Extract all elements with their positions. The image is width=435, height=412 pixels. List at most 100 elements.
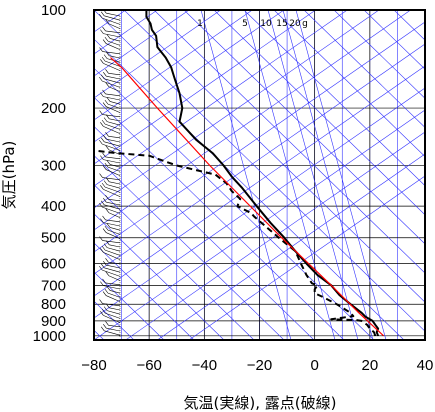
wind-barb [103, 285, 121, 290]
dry-adiabat-line [213, 10, 425, 216]
x-tick-label: 0 [310, 357, 318, 374]
dry-adiabat-line [94, 155, 285, 340]
wind-barb [103, 33, 121, 38]
wind-barb-flag [101, 56, 106, 62]
wind-barb-flag [104, 288, 109, 294]
wind-barb [102, 206, 121, 214]
moist-adiabat-line [156, 153, 425, 340]
x-tick-label: −60 [136, 357, 161, 374]
wind-barb [103, 252, 121, 260]
wind-barb-flag [103, 306, 108, 311]
wind-barb-flag [99, 173, 103, 178]
wind-barb [102, 143, 121, 151]
wind-barb [102, 240, 121, 244]
dry-adiabat-line [94, 126, 315, 340]
wind-barb [108, 275, 121, 281]
wind-barb [109, 164, 121, 168]
wind-barb [103, 63, 121, 71]
wind-barb-flag [106, 223, 111, 228]
wind-barb [109, 101, 121, 105]
mixing-ratio-line [282, 10, 374, 340]
wind-barb [109, 55, 121, 59]
wind-barb [105, 186, 121, 193]
mixing-ratio-labels: 1 5 10 15 20 g [197, 19, 308, 29]
wind-barb [105, 93, 121, 97]
wind-barb-flag [102, 165, 107, 170]
wind-barb [107, 310, 121, 315]
dry-adiabat-line [94, 213, 225, 340]
moist-adiabat-line [94, 10, 412, 231]
wind-barb [106, 75, 121, 80]
wind-barb [109, 38, 121, 42]
wind-barb-flag [100, 185, 104, 190]
mixing-ratio-line [267, 10, 359, 340]
wind-barb [104, 141, 121, 147]
dry-adiabat-line [303, 10, 425, 128]
parcel-series [110, 57, 385, 337]
wind-barb-flag [104, 36, 109, 42]
wind-barb-flag [103, 180, 108, 185]
wind-barb-flag [105, 19, 110, 24]
wind-barb [109, 307, 121, 311]
wind-barb-flag [102, 89, 106, 95]
wind-barb-flag [103, 324, 107, 329]
dry-adiabat-line [243, 10, 425, 187]
x-tick-label: 40 [417, 357, 434, 374]
wind-barb [108, 261, 121, 265]
mixing-ratio-lines [200, 10, 387, 340]
x-axis-label: 気温(実線), 露点(破線) [184, 394, 337, 412]
wind-barb [105, 106, 121, 113]
wind-barb-flag [106, 286, 111, 291]
wind-barb-flag [104, 99, 109, 105]
wind-barb-flag [99, 76, 103, 82]
x-axis-ticks: −80 −60 −40 −20 0 20 40 [81, 357, 433, 374]
wind-barb [105, 60, 121, 67]
wind-barb-flag [105, 303, 110, 308]
wind-barb-flag [100, 218, 104, 223]
wind-barb [107, 40, 121, 46]
mixing-ratio-line [295, 10, 387, 340]
wind-barb [107, 292, 121, 298]
temperature-series [145, 10, 380, 337]
wind-barb [104, 15, 121, 21]
wind-barb [103, 222, 121, 227]
dry-adiabat-line [94, 96, 345, 340]
wind-barb-flag [101, 182, 106, 188]
wind-barb-flag [100, 281, 104, 286]
y-tick-label: 900 [41, 313, 66, 330]
wind-barb-flag [102, 26, 106, 32]
wind-barb-flag [105, 321, 109, 326]
dry-adiabat-line [94, 38, 405, 340]
wind-barb [104, 204, 121, 210]
wind-barb [103, 315, 121, 323]
x-tick-label: −20 [247, 357, 272, 374]
wind-barb [105, 43, 121, 50]
moist-adiabat-line [94, 10, 380, 209]
moist-adiabat-line [94, 21, 425, 253]
mixing-ratio-line [244, 10, 336, 340]
moist-adiabat-line [94, 10, 253, 121]
moist-adiabat-line [94, 87, 425, 319]
dry-adiabat-line [94, 67, 375, 340]
mixing-ratio-label: 20 [289, 19, 301, 29]
wind-barb [103, 189, 121, 197]
wind-barb-flag [105, 208, 110, 213]
y-tick-label: 500 [41, 230, 66, 247]
wind-barb [108, 198, 121, 202]
wind-barb [102, 17, 121, 25]
wind-barb [105, 295, 121, 302]
wind-barb-flag [103, 54, 108, 59]
wind-barb [103, 96, 121, 101]
wind-barb [109, 227, 121, 231]
wind-barb [106, 12, 121, 17]
moist-adiabat-line [125, 131, 425, 340]
wind-barb-flag [105, 240, 110, 245]
wind-barb [105, 123, 121, 130]
moist-adiabat-line [94, 10, 317, 165]
wind-barb-flag [104, 162, 109, 168]
wind-barb-flag [101, 308, 106, 314]
wind-barb-flag [100, 11, 105, 17]
y-tick-label: 1000 [33, 328, 66, 345]
dry-adiabat-line [333, 10, 425, 99]
dry-adiabat-line [94, 242, 195, 340]
